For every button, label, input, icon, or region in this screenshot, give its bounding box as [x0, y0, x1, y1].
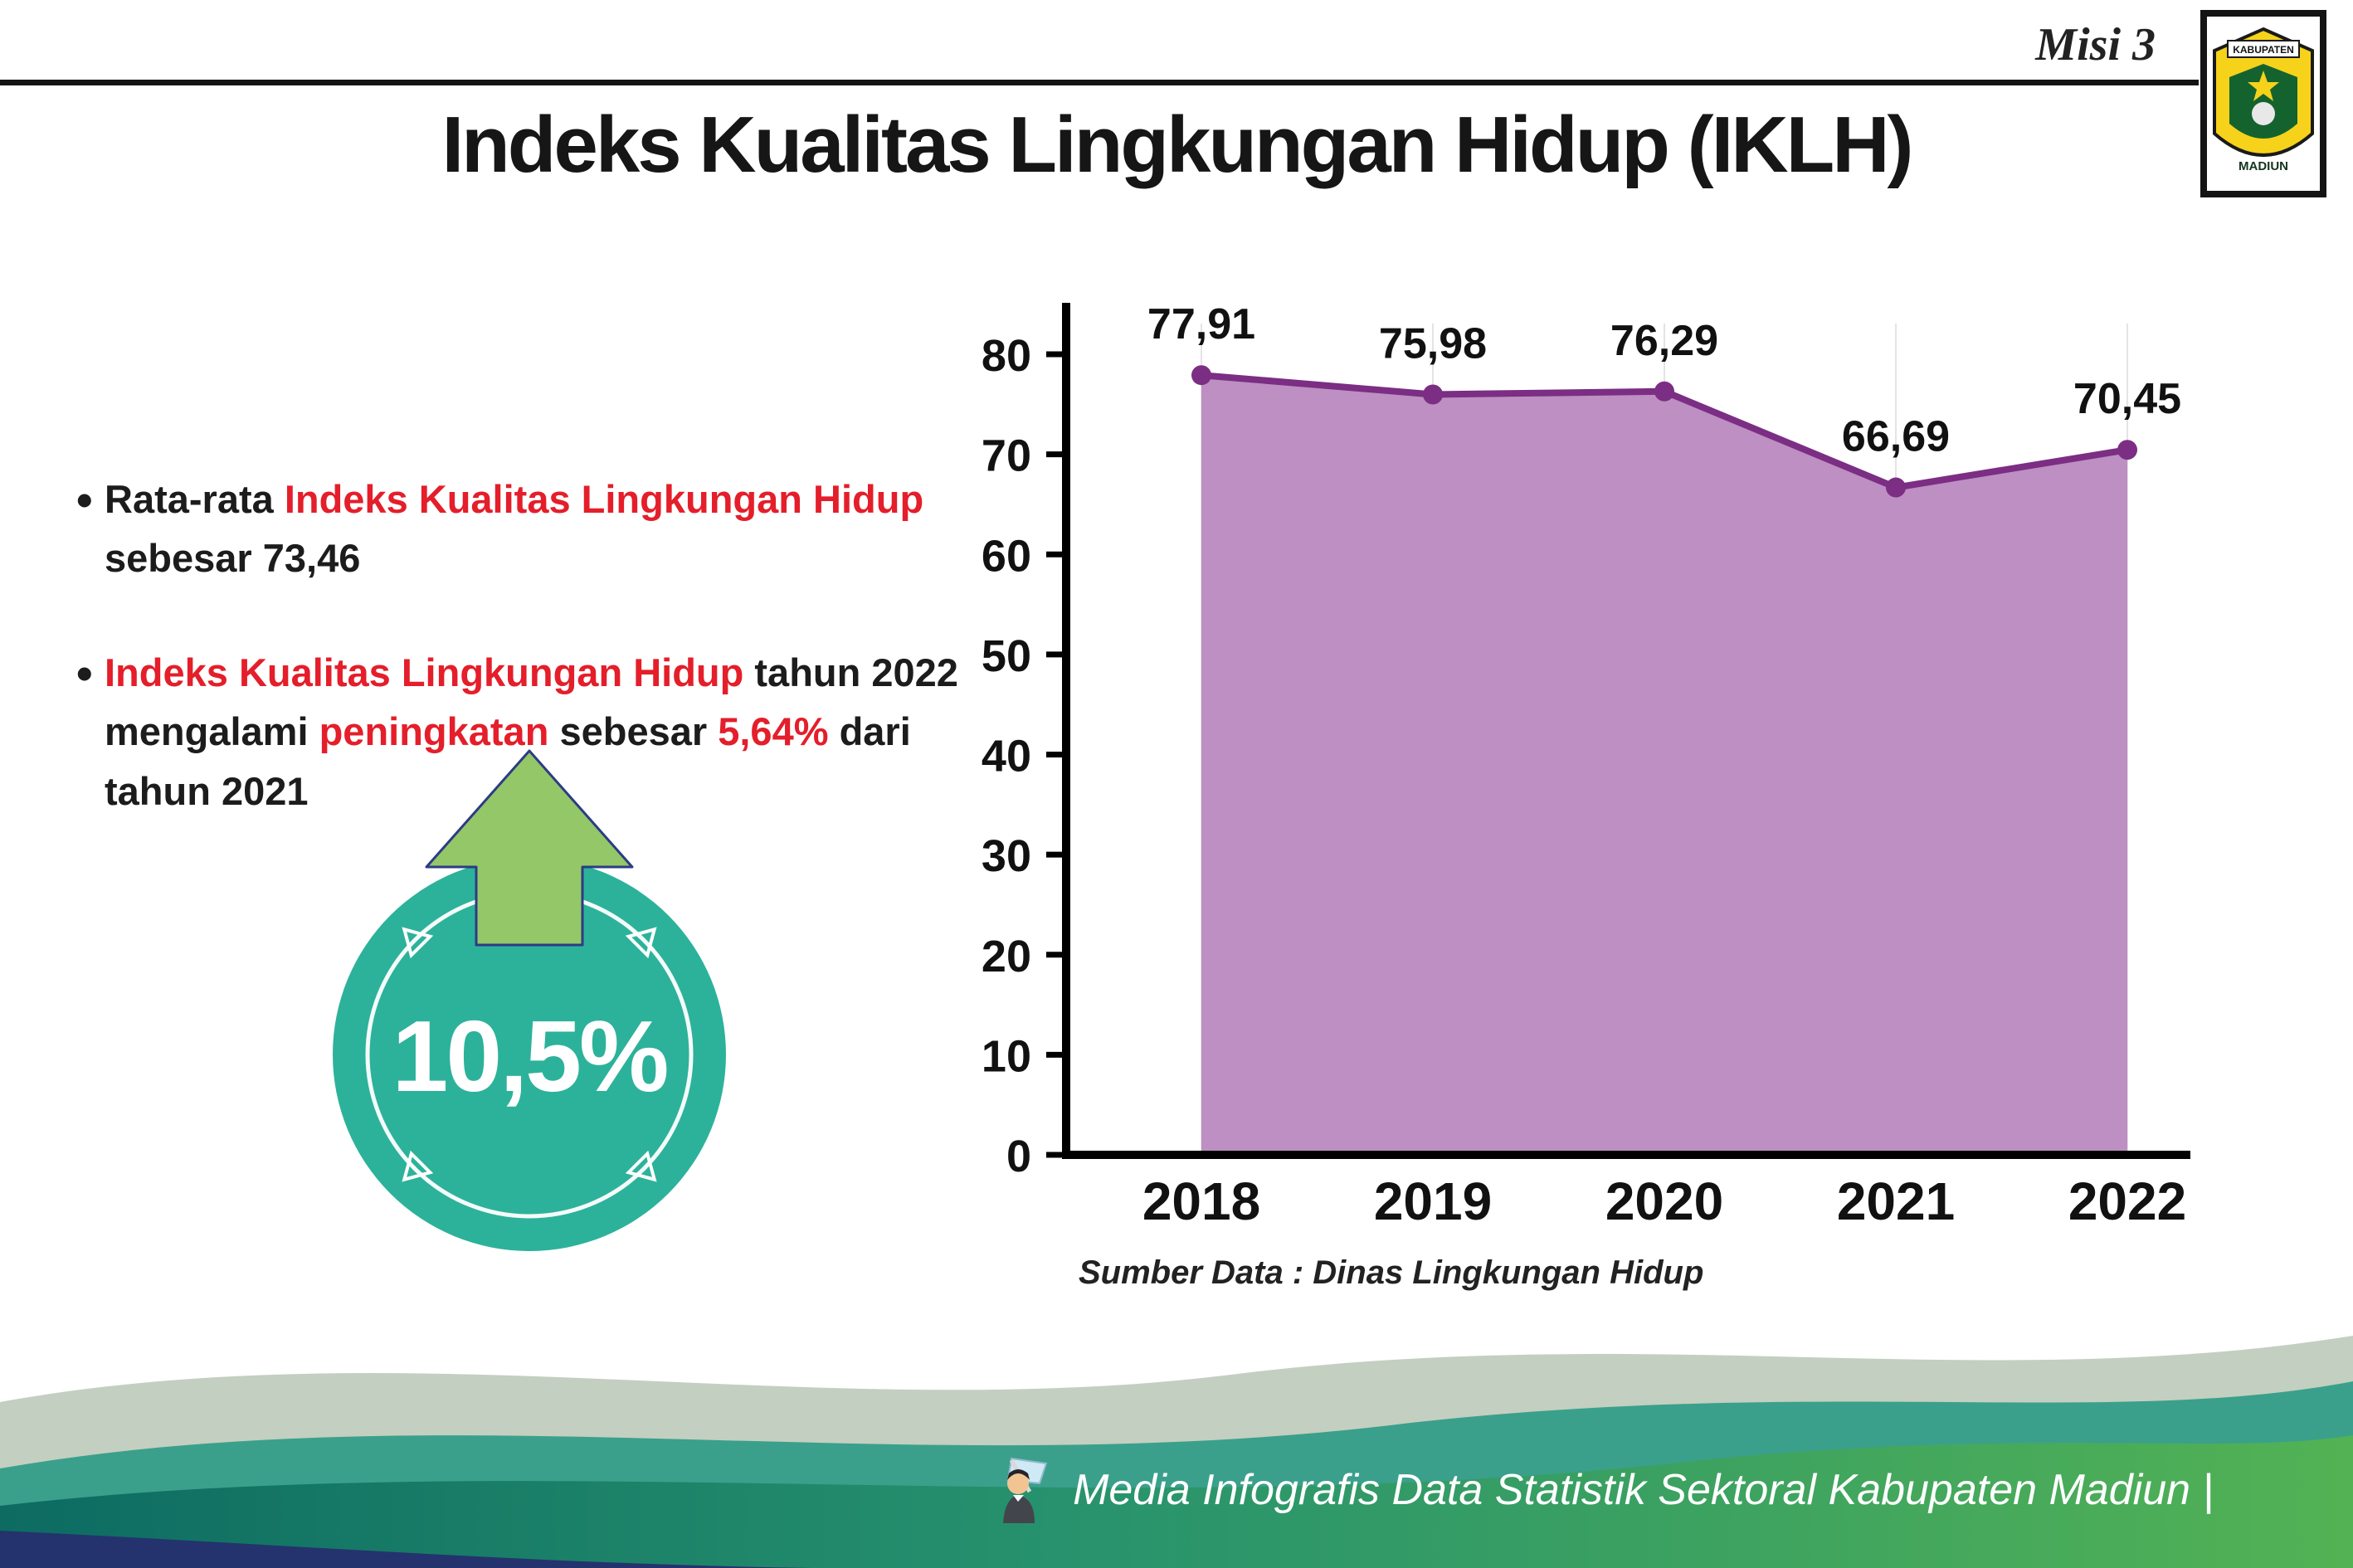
y-tick-label: 30 — [982, 831, 1031, 881]
y-tick-label: 0 — [1006, 1132, 1031, 1181]
bullet-dot: • — [76, 646, 93, 699]
bullet1-highlight: Indeks Kualitas Lingkungan Hidup — [284, 477, 924, 521]
y-tick-label: 20 — [982, 932, 1031, 981]
bullet2-text-2: sebesar — [548, 709, 719, 754]
ring-triangle-icon — [402, 1150, 434, 1182]
crest-name-text: MADIUN — [2239, 159, 2288, 173]
y-tick-label: 80 — [982, 331, 1031, 381]
ring-triangle-icon — [402, 927, 434, 959]
page-title: Indeks Kualitas Lingkungan Hidup (IKLH) — [441, 100, 1913, 189]
ring-triangle-icon — [625, 927, 657, 959]
logo-frame: KABUPATEN MADIUN — [2200, 10, 2326, 197]
footer-credit: Media Infografis Data Statistik Sektoral… — [987, 1455, 2214, 1525]
bullet2-text-3: dari tahun 2021 — [105, 709, 911, 813]
iklh-area-chart: 0 10 20 30 40 50 60 70 80 2018 2019 2020 2021 2022 77,… — [982, 300, 2190, 1231]
y-tick-label: 70 — [982, 431, 1031, 481]
y-tick-label: 40 — [982, 732, 1031, 782]
chart-source: Sumber Data : Dinas Lingkungan Hidup — [1079, 1254, 1704, 1291]
crest-star — [2248, 71, 2279, 101]
wave-green — [0, 1435, 2353, 1568]
mascot-icon — [1003, 1457, 1048, 1523]
crest-emblem — [2252, 102, 2275, 125]
wave-navy — [0, 1531, 813, 1568]
badge-value: 10,5% — [392, 1000, 667, 1113]
bullet1-text-pre: Rata-rata — [105, 477, 285, 521]
x-tick-label: 2021 — [1837, 1171, 1955, 1231]
x-tick-label: 2020 — [1605, 1171, 1723, 1231]
x-tick-label: 2019 — [1374, 1171, 1492, 1231]
increase-badge-graphic: 10,5% — [333, 749, 726, 1251]
header-rule — [0, 80, 2199, 85]
bullet-increase: • Indeks Kualitas Lingkungan Hidup tahun … — [76, 643, 976, 821]
up-arrow-icon — [425, 749, 634, 947]
y-tick-label: 10 — [982, 1031, 1031, 1081]
bullet2-text-1: tahun 2022 mengalami — [105, 650, 958, 754]
bullet2-highlight-2: peningkatan — [319, 709, 549, 754]
crest-banner-text: KABUPATEN — [2233, 44, 2294, 56]
chart-point — [1886, 477, 1906, 498]
data-label: 70,45 — [2073, 375, 2181, 423]
x-tick-label: 2018 — [1142, 1171, 1260, 1231]
bullet2-highlight-1: Indeks Kualitas Lingkungan Hidup — [105, 650, 744, 694]
data-label: 75,98 — [1379, 319, 1487, 368]
ring-triangle-icon — [625, 1150, 657, 1182]
y-tick-label: 50 — [982, 631, 1031, 681]
footer-waves — [0, 1336, 2353, 1568]
bullet1-text-post: sebesar 73,46 — [105, 536, 361, 581]
footer-credit-text: Media Infografis Data Statistik Sektoral… — [1073, 1466, 2214, 1514]
data-label: 66,69 — [1842, 413, 1950, 461]
y-tick-label: 60 — [982, 531, 1031, 581]
bullet2-highlight-3: 5,64% — [718, 709, 829, 754]
badge-circle — [333, 858, 726, 1251]
increase-badge: 10,5% — [330, 749, 728, 1262]
crest-inner — [2229, 64, 2297, 139]
chart-point — [2117, 440, 2137, 460]
chart-point — [1654, 381, 1674, 402]
chart-area — [1201, 375, 2127, 1152]
bullet-average: • Rata-rata Indeks Kualitas Lingkungan Hi… — [76, 470, 976, 588]
data-label: 77,91 — [1147, 300, 1255, 348]
bullet-dot: • — [76, 474, 93, 526]
kabupaten-madiun-logo: KABUPATEN MADIUN — [2213, 27, 2314, 173]
chart-point — [1423, 384, 1443, 405]
data-label: 76,29 — [1610, 317, 1718, 365]
crest-banner — [2227, 40, 2300, 58]
chart-point — [1191, 365, 1211, 386]
misi-label: Misi 3 — [2035, 19, 2156, 71]
bullet-list: • Rata-rata Indeks Kualitas Lingkungan Hi… — [76, 470, 976, 875]
x-tick-label: 2022 — [2068, 1171, 2186, 1231]
